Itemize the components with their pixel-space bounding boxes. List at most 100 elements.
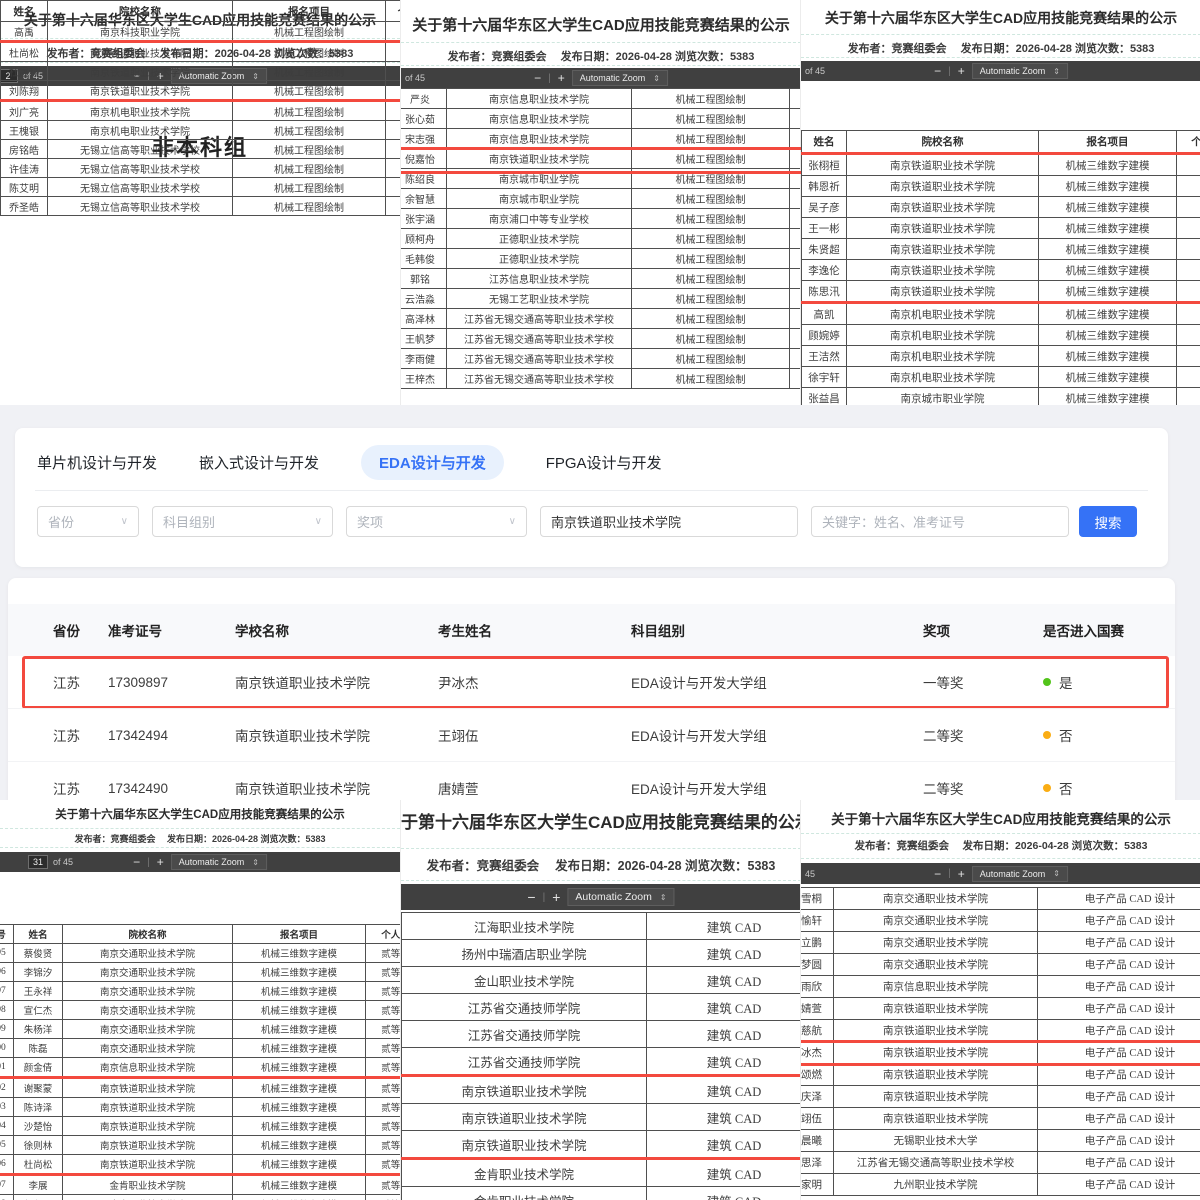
search-button[interactable]: 搜索 xyxy=(1079,506,1137,537)
table-row: 金肯职业技术学院建筑 CAD xyxy=(401,1158,801,1187)
zoom-in-button[interactable]: + xyxy=(957,866,965,881)
result-row: 江苏 17342490 南京铁道职业技术学院 唐婧萱 EDA设计与开发大学组 二… xyxy=(8,761,1175,800)
table-row: 张心茹 南京信息职业技术学院 机械工程图绘制 xyxy=(401,108,801,129)
pdf-panel-bottom-left: 关于第十六届华东区大学生CAD应用技能竞赛结果的公示 发布者：竞赛组委会 发布日… xyxy=(0,800,400,1200)
table-row: 晨曦 无锡职业技术大学 电子产品 CAD 设计 xyxy=(801,1129,1200,1152)
publisher-line: 发布者：竞赛组委会 发布日期：2026-04-28 浏览次数：5383 xyxy=(854,840,1148,852)
table-body: 江海职业技术学院 建筑 CAD 扬州中瑞酒店职业学院 建筑 CAD 金山职业技术学院… xyxy=(401,912,801,1200)
province-select[interactable]: 省份 ∨ xyxy=(37,506,139,537)
announcement-title: 关于第十六届华东区大学生CAD应用技能竞赛结果的公示 xyxy=(831,812,1171,827)
toolbar-separator: | xyxy=(948,65,951,77)
table-row: 03陈诗泽南京铁道职业技术学院机械三维数字建模贰等奖 xyxy=(0,1097,400,1117)
page-count-label: of 45 xyxy=(53,857,74,867)
col-school: 院校名称 xyxy=(47,0,233,22)
dropdown-arrows-icon: ⇕ xyxy=(252,857,259,867)
announcement-title: 于第十六届华东区大学生CAD应用技能竞赛结果的公示 xyxy=(401,813,801,832)
keyword-input[interactable]: 关键字：姓名、准考证号 xyxy=(811,506,1069,537)
table-header-row: 号 姓名 院校名称 报名项目 个人奖 xyxy=(0,924,400,944)
zoom-in-button[interactable]: + xyxy=(557,71,565,85)
table-header-row: 姓名 院校名称 报名项目 个 xyxy=(801,130,1200,155)
toolbar-separator: | xyxy=(542,891,546,903)
zoom-select[interactable]: Automatic Zoom ⇕ xyxy=(971,865,1068,882)
announcement-title: 关于第十六届华东区大学生CAD应用技能竞赛结果的公示 xyxy=(55,809,345,821)
table-body: 高禹 南京科技职业学院 机械工程图绘制 杜尚松 南京铁道职业技术学院 机械工程图绘制 杜… xyxy=(0,21,400,216)
table-row: 房铭皓 无锡立信高等职业技术学校 机械工程图绘制 xyxy=(0,139,400,159)
table-row: 王槐银 南京机电职业技术学院 机械工程图绘制 xyxy=(0,120,400,140)
subject-tab[interactable]: 嵌入式设计与开发 xyxy=(199,455,320,472)
zoom-out-button[interactable]: − xyxy=(527,889,536,905)
results-body: 江苏 17309897 南京铁道职业技术学院 尹冰杰 EDA设计与开发大学组 一… xyxy=(8,656,1175,800)
subject-tab[interactable]: EDA设计与开发 xyxy=(361,445,504,480)
zoom-in-button[interactable]: + xyxy=(552,889,561,905)
table-row: 吴子彦 南京铁道职业技术学院 机械三维数字建模 xyxy=(801,196,1200,218)
col-project: 报名项目 xyxy=(1038,130,1177,155)
zoom-select[interactable]: Automatic Zoom ⇕ xyxy=(170,854,267,870)
table-row: 梦圆 南京交通职业技术学院 电子产品 CAD 设计 xyxy=(801,953,1200,976)
table-row: 南京铁道职业技术学院 建筑 CAD xyxy=(401,1103,801,1131)
subject-tabs: 单片机设计与开发 嵌入式设计与开发 EDA设计与开发 FPGA设计与开发 xyxy=(37,445,1168,480)
table-row: 顾婉婷 南京机电职业技术学院 机械三维数字建模 xyxy=(801,324,1200,346)
col-name: 姓名 xyxy=(13,924,63,944)
table-row: 95蔡俊贤南京交通职业技术学院机械三维数字建模贰等奖 xyxy=(0,943,400,963)
toolbar-separator: | xyxy=(147,856,150,868)
subject-tab[interactable]: FPGA设计与开发 xyxy=(545,455,662,472)
zoom-select[interactable]: Automatic Zoom ⇕ xyxy=(971,63,1068,79)
table-row: 南京铁道职业技术学院 建筑 CAD xyxy=(401,1130,801,1160)
page-number-input[interactable]: 31 xyxy=(28,855,49,869)
col-candidate: 考生姓名 xyxy=(438,624,492,639)
col-ticket: 准考证号 xyxy=(108,624,162,639)
zoom-out-button[interactable]: − xyxy=(934,64,942,78)
divider xyxy=(801,833,1200,834)
table-row: 杜尚松 南京铁道职业技术学院 机械工程图绘制 xyxy=(0,41,400,62)
table-row: 王梓杰 江苏省无锡交通高等职业技术学校 机械工程图绘制 xyxy=(401,368,801,389)
publisher-line: 发布者：竞赛组委会 发布日期：2026-04-28 浏览次数：5383 xyxy=(847,43,1155,55)
table-row: 张栩桓 南京铁道职业技术学院 机械三维数字建模 xyxy=(801,153,1200,176)
national-flag: 否 xyxy=(1059,729,1073,744)
table-row: 刘陈翔 南京铁道职业技术学院 机械工程图绘制 xyxy=(0,80,400,102)
table-row: 王一彬 南京铁道职业技术学院 机械三维数字建模 xyxy=(801,217,1200,239)
subject-group-select[interactable]: 科目组别 ∨ xyxy=(152,506,333,537)
zoom-select[interactable]: Automatic Zoom ⇕ xyxy=(571,70,668,86)
zoom-out-button[interactable]: − xyxy=(534,71,542,85)
col-school: 院校名称 xyxy=(62,924,233,944)
table-row: 江苏省交通技师学院 建筑 CAD xyxy=(401,1047,801,1077)
award-select[interactable]: 奖项 ∨ xyxy=(346,506,527,537)
zoom-out-button[interactable]: − xyxy=(934,866,942,881)
table-row: 云浩淼 无锡工艺职业技术学院 机械工程图绘制 xyxy=(401,288,801,309)
pdf-panel-bottom-right: 关于第十六届华东区大学生CAD应用技能竞赛结果的公示 发布者：竞赛组委会 发布日… xyxy=(800,800,1200,1200)
pdf-panel-top-left: 关于第十六届华东区大学生CAD应用技能竞赛结果的公示 发布者：竞赛组委会 发布日… xyxy=(0,0,400,405)
col-school: 院校名称 xyxy=(846,130,1039,155)
divider xyxy=(801,858,1200,859)
table-row: 张益昌 南京城市职业学院 机械三维数字建模 xyxy=(801,387,1200,405)
table-row: 翊伍 南京铁道职业技术学院 电子产品 CAD 设计 xyxy=(801,1107,1200,1130)
col-name: 姓名 xyxy=(801,130,847,155)
table-row: 家明 九州职业技术学院 电子产品 CAD 设计 xyxy=(801,1173,1200,1196)
table-row: 02谢聚蒙南京铁道职业技术学院机械三维数字建模贰等奖 xyxy=(0,1077,400,1098)
zoom-out-button[interactable]: − xyxy=(133,855,141,869)
table-row: 97王永祥南京交通职业技术学院机械三维数字建模贰等奖 xyxy=(0,981,400,1001)
col-name: 姓名 xyxy=(0,0,48,22)
pdf-panel-top-right: 关于第十六届华东区大学生CAD应用技能竞赛结果的公示 发布者：竞赛组委会 发布日… xyxy=(800,0,1200,405)
table-body: 严炎 南京信息职业技术学院 机械工程图绘制 张心茹 南京信息职业技术学院 机械工程图绘制… xyxy=(401,88,801,389)
school-input[interactable]: 南京铁道职业技术学院 xyxy=(540,506,798,537)
chevron-down-icon: ∨ xyxy=(120,516,128,527)
pdf-toolbar: of 45 − | + Automatic Zoom ⇕ xyxy=(401,68,801,88)
pdf-toolbar: of 45 − | + Automatic Zoom ⇕ xyxy=(801,61,1200,81)
table-row: 00陈磊南京交通职业技术学院机械三维数字建模贰等奖 xyxy=(0,1038,400,1058)
status-dot-icon xyxy=(1043,784,1051,792)
zoom-select[interactable]: Automatic Zoom ⇕ xyxy=(567,888,675,906)
dropdown-arrows-icon: ⇕ xyxy=(653,73,660,83)
col-award: 奖项 xyxy=(923,624,950,639)
table-row: 05徐则林南京铁道职业技术学院机械三维数字建模贰等奖 xyxy=(0,1135,400,1155)
table-row: 慈航 南京铁道职业技术学院 电子产品 CAD 设计 xyxy=(801,1019,1200,1042)
zoom-in-button[interactable]: + xyxy=(957,64,965,78)
table-row: 王帆梦 江苏省无锡交通高等职业技术学校 机械工程图绘制 xyxy=(401,328,801,349)
table-row: 杜晟科 南京铁道职业技术学院 机械工程图绘制 xyxy=(0,61,400,81)
zoom-in-button[interactable]: + xyxy=(156,855,164,869)
publisher-line: 发布者：竞赛组委会 发布日期：2026-04-28 浏览次数：5383 xyxy=(426,859,776,873)
subject-tab[interactable]: 单片机设计与开发 xyxy=(37,455,158,472)
table-row: 张宇涵 南京浦口中等专业学校 机械工程图绘制 xyxy=(401,208,801,229)
table-body: 95蔡俊贤南京交通职业技术学院机械三维数字建模贰等奖 96李锦汐南京交通职业技术… xyxy=(0,943,400,1200)
